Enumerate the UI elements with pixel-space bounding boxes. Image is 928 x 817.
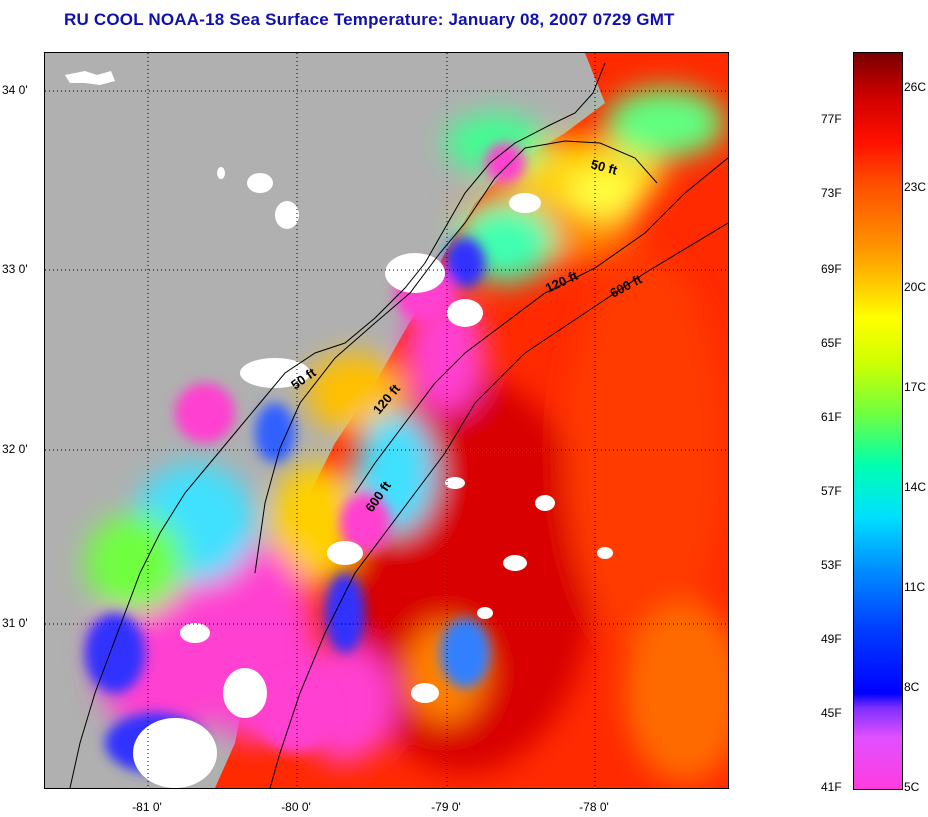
colorbar-c-5: 5C (904, 780, 920, 794)
sst-map[interactable]: 50 ft 120 ft 600 ft 50 ft 120 ft 600 ft (44, 52, 729, 789)
colorbar-f-41: 41F (821, 780, 842, 794)
isobath-label-50ft-north: 50 ft (589, 156, 619, 178)
page-title: RU COOL NOAA-18 Sea Surface Temperature:… (64, 10, 675, 29)
colorbar-f-61: 61F (821, 410, 842, 424)
colorbar-c-17: 17C (904, 380, 927, 394)
lat-label-32: 32 0' (2, 442, 28, 456)
lon-label-78: -78 0' (579, 800, 609, 814)
colorbar-c-20: 20C (904, 280, 927, 294)
colorbar-c-23: 23C (904, 180, 927, 194)
colorbar-f-57: 57F (821, 484, 842, 498)
lat-label-33: 33 0' (2, 262, 28, 276)
lon-label-79: -79 0' (431, 800, 461, 814)
inland-cloud-patches (65, 71, 299, 229)
sst-field (85, 53, 728, 788)
isobath-lines (254, 140, 728, 788)
coastline (69, 62, 606, 788)
colorbar-f-53: 53F (821, 558, 842, 572)
lat-label-31: 31 0' (2, 616, 28, 630)
colorbar-c-26: 26C (904, 80, 927, 94)
lon-label-81: -81 0' (132, 800, 162, 814)
lon-label-80: -80 0' (281, 800, 311, 814)
lat-label-34: 34 0' (2, 83, 28, 97)
lat-lon-grid (45, 53, 728, 788)
colorbar-c-8: 8C (904, 680, 920, 694)
colorbar-f-73: 73F (821, 186, 842, 200)
colorbar-f-65: 65F (821, 336, 842, 350)
colorbar-c-14: 14C (904, 480, 927, 494)
colorbar-f-49: 49F (821, 632, 842, 646)
colorbar-f-77: 77F (821, 112, 842, 126)
colorbar-c-11: 11C (904, 580, 926, 594)
temperature-colorbar (853, 52, 903, 790)
colorbar-f-69: 69F (821, 262, 842, 276)
colorbar-f-45: 45F (821, 706, 842, 720)
